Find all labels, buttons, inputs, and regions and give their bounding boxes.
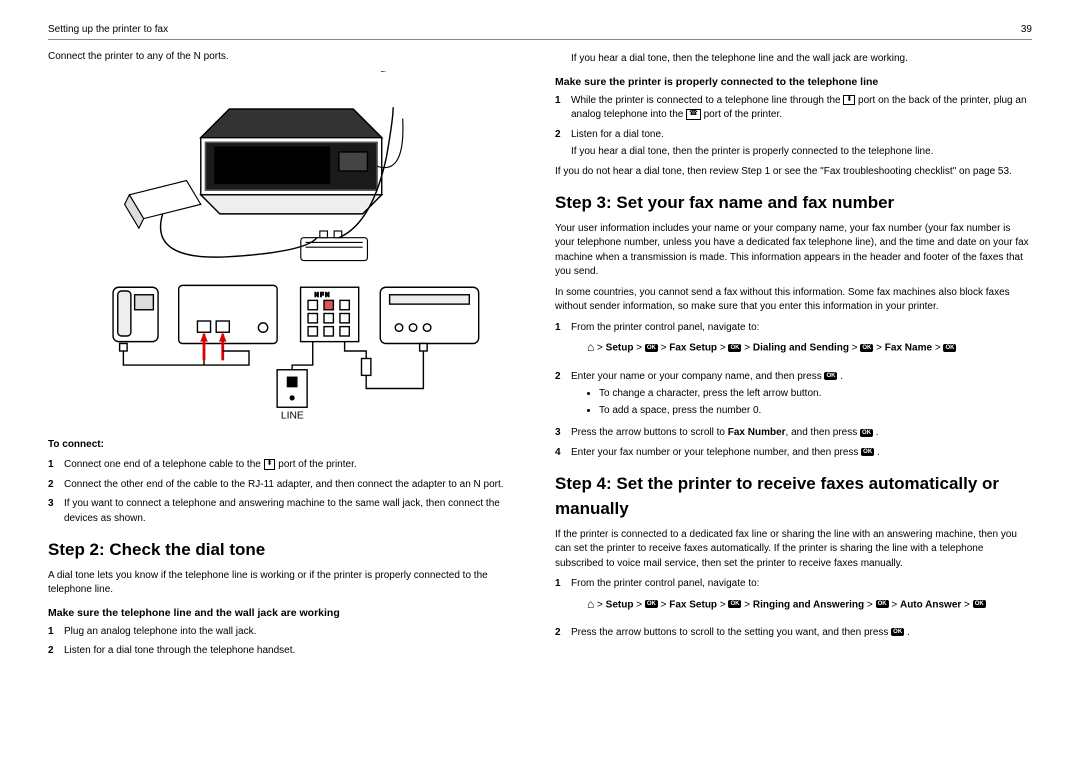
- printer-diagram-1: [48, 71, 525, 271]
- header-page-number: 39: [1021, 24, 1032, 35]
- page-header: Setting up the printer to fax 39: [48, 24, 1032, 40]
- step3-p1: Your user information includes your name…: [555, 222, 1032, 280]
- ok-icon: OK: [860, 344, 873, 352]
- step4-title: Step 4: Set the printer to receive faxes…: [555, 472, 1032, 521]
- sub1-list: 1 While the printer is connected to a te…: [555, 94, 1032, 160]
- svg-text:N F N: N F N: [315, 293, 330, 299]
- right-sub1: Make sure the printer is properly connec…: [555, 75, 1032, 90]
- ext-port-icon: ☎: [686, 109, 701, 119]
- step2-intro: A dial tone lets you know if the telepho…: [48, 569, 525, 598]
- ok-icon: OK: [645, 600, 658, 608]
- step3-list: 1 From the printer control panel, naviga…: [555, 321, 1032, 460]
- no-tone-note: If you do not hear a dial tone, then rev…: [555, 165, 1032, 180]
- step2-title: Step 2: Check the dial tone: [48, 538, 525, 563]
- home-icon: ⌂: [587, 339, 594, 356]
- ok-icon: OK: [728, 344, 741, 352]
- left-intro: Connect the printer to any of the N port…: [48, 50, 525, 65]
- right-top-line: If you hear a dial tone, then the teleph…: [571, 52, 1032, 67]
- ok-icon: OK: [860, 429, 873, 437]
- right-column: If you hear a dial tone, then the teleph…: [555, 50, 1032, 664]
- ok-icon: OK: [973, 600, 986, 608]
- connect-steps-list: 1 Connect one end of a telephone cable t…: [48, 458, 525, 526]
- line-port-icon: ⬍: [843, 95, 855, 105]
- ok-icon: OK: [728, 600, 741, 608]
- line-label: LINE: [281, 411, 304, 422]
- nav-path-2: ⌂ > Setup > OK > Fax Setup > OK > Ringin…: [587, 596, 1032, 613]
- ok-icon: OK: [824, 372, 837, 380]
- step4-list: 1 From the printer control panel, naviga…: [555, 577, 1032, 640]
- left-column: Connect the printer to any of the N port…: [48, 50, 525, 664]
- step2-sub: Make sure the telephone line and the wal…: [48, 606, 525, 621]
- ok-icon: OK: [891, 628, 904, 636]
- ok-icon: OK: [943, 344, 956, 352]
- step2-list: 1Plug an analog telephone into the wall …: [48, 625, 525, 659]
- home-icon: ⌂: [587, 596, 594, 613]
- ok-icon: OK: [876, 600, 889, 608]
- line-port-icon: ⬍: [264, 459, 276, 469]
- step4-p1: If the printer is connected to a dedicat…: [555, 528, 1032, 572]
- to-connect-label: To connect:: [48, 438, 525, 453]
- printer-diagram-2: N F N: [48, 276, 525, 426]
- ok-icon: OK: [861, 448, 874, 456]
- step3-title: Step 3: Set your fax name and fax number: [555, 191, 1032, 216]
- step3-p2: In some countries, you cannot send a fax…: [555, 286, 1032, 315]
- ok-icon: OK: [645, 344, 658, 352]
- nav-path-1: ⌂ > Setup > OK > Fax Setup > OK > Dialin…: [587, 339, 1032, 356]
- header-left: Setting up the printer to fax: [48, 24, 168, 35]
